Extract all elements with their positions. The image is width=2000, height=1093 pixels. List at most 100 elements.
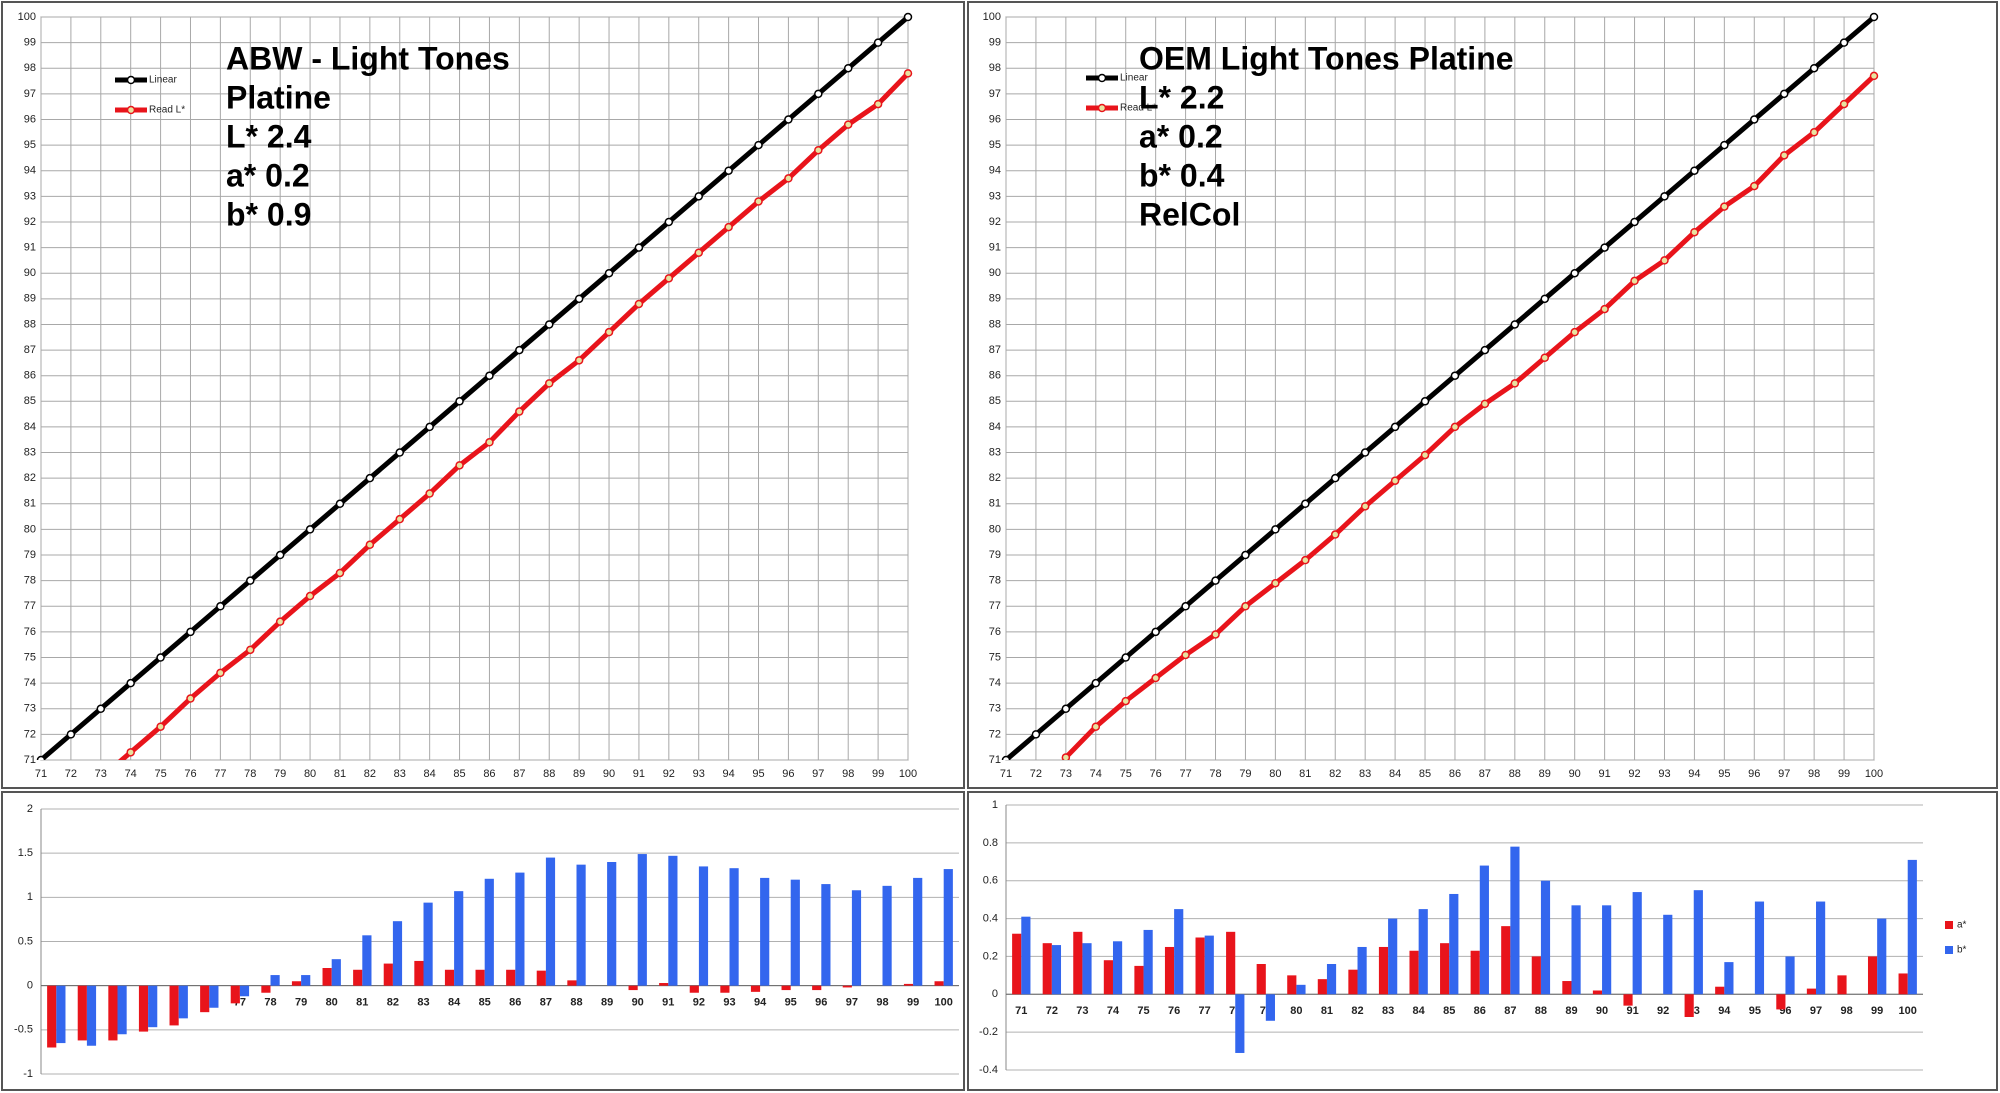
- bar: [882, 885, 892, 986]
- y-tick-label: 77: [989, 600, 1001, 612]
- data-point: [335, 568, 345, 578]
- bar: [1357, 946, 1367, 995]
- y-tick-label: 76: [24, 626, 36, 638]
- data-point: [156, 722, 165, 731]
- x-tick-label: 88: [1509, 768, 1521, 780]
- annotation: a* 0.2: [1139, 118, 1223, 154]
- y-tick-label: 76: [989, 626, 1001, 638]
- data-point: [246, 645, 255, 655]
- data-point: [1001, 755, 1011, 760]
- data-point: [455, 397, 464, 406]
- data-point: [1720, 202, 1729, 211]
- bar: [1143, 929, 1153, 995]
- x-tick-label: 74: [1107, 1005, 1120, 1017]
- data-point: [425, 489, 434, 498]
- bar: [1164, 946, 1175, 995]
- bar: [1195, 937, 1205, 995]
- data-point: [515, 407, 524, 416]
- y-tick-label: 73: [989, 703, 1001, 715]
- series-line: [39, 15, 910, 760]
- bar: [414, 960, 424, 986]
- y-tick-label: 77: [24, 600, 36, 612]
- x-tick-label: 85: [453, 768, 465, 780]
- y-tick-label: 94: [989, 165, 1001, 177]
- x-tick-label: 79: [1239, 768, 1251, 780]
- legend-marker: [126, 75, 136, 85]
- x-tick-label: 90: [1596, 1005, 1608, 1017]
- annotation: b* 0.9: [226, 196, 311, 232]
- x-tick-label: 96: [815, 997, 827, 1009]
- bar: [842, 985, 852, 988]
- x-tick-label: 71: [35, 768, 47, 780]
- x-tick-label: 99: [1838, 768, 1850, 780]
- y-tick-label: 0: [992, 988, 998, 1000]
- bar: [1409, 950, 1419, 995]
- y-tick-label: 79: [989, 549, 1001, 561]
- bar: [1907, 859, 1917, 995]
- data-point: [1750, 181, 1759, 191]
- x-tick-label: 95: [1718, 768, 1730, 780]
- x-tick-label: 81: [356, 997, 368, 1009]
- series-line: [117, 71, 910, 760]
- bar: [943, 869, 953, 986]
- bar: [77, 985, 87, 1041]
- x-tick-label: 79: [274, 768, 286, 780]
- x-tick-label: 83: [1382, 1005, 1394, 1017]
- data-point: [634, 243, 644, 252]
- bar: [1540, 880, 1551, 995]
- bar: [1867, 956, 1878, 995]
- x-tick-label: 80: [1290, 1005, 1302, 1017]
- data-point: [186, 694, 195, 703]
- x-tick-label: 82: [1329, 768, 1341, 780]
- x-tick-label: 86: [1449, 768, 1461, 780]
- data-point: [1360, 448, 1370, 457]
- y-tick-label: 0.6: [983, 875, 998, 887]
- y-tick-label: 86: [24, 370, 36, 382]
- data-point: [1390, 422, 1400, 432]
- x-tick-label: 91: [1626, 1005, 1638, 1017]
- bar: [322, 968, 332, 986]
- legend-label: Linear: [149, 75, 177, 86]
- x-tick-label: 72: [1030, 768, 1042, 780]
- x-tick-label: 74: [1090, 768, 1102, 780]
- bar: [1479, 865, 1489, 995]
- data-point: [694, 248, 703, 257]
- series-line: [1004, 15, 1876, 760]
- bar: [1317, 979, 1327, 995]
- data-point: [186, 627, 195, 637]
- bar: [1012, 933, 1022, 995]
- y-tick-label: -1: [23, 1068, 33, 1080]
- bar: [383, 963, 393, 986]
- x-tick-label: 98: [1840, 1005, 1852, 1017]
- data-point: [246, 576, 255, 585]
- legend-label: Linear: [1120, 73, 1148, 84]
- legend-label: a*: [1957, 920, 1967, 931]
- bar: [86, 985, 97, 1046]
- y-tick-label: 83: [24, 446, 36, 458]
- x-tick-label: 85: [479, 997, 491, 1009]
- y-tick-label: 83: [989, 446, 1001, 458]
- bar: [760, 877, 770, 986]
- data-point: [1121, 653, 1130, 662]
- data-point: [574, 294, 584, 304]
- x-tick-label: 91: [1598, 768, 1610, 780]
- x-tick-label: 93: [693, 768, 705, 780]
- y-tick-label: 93: [989, 190, 1001, 202]
- data-point: [1779, 89, 1789, 99]
- data-point: [1839, 38, 1849, 47]
- data-point: [156, 653, 165, 662]
- y-tick-label: 78: [24, 575, 36, 587]
- annotation: L* 2.4: [226, 118, 312, 154]
- data-point: [1809, 128, 1819, 137]
- bar: [1051, 945, 1062, 995]
- y-tick-label: 85: [989, 395, 1001, 407]
- bar: [576, 864, 586, 986]
- x-tick-label: 93: [1658, 768, 1670, 780]
- y-tick-label: 0.5: [18, 935, 33, 947]
- bar: [1296, 984, 1306, 995]
- x-tick-label: 84: [1389, 768, 1401, 780]
- bar: [392, 921, 403, 986]
- y-tick-label: 89: [24, 293, 36, 305]
- x-tick-label: 83: [1359, 768, 1371, 780]
